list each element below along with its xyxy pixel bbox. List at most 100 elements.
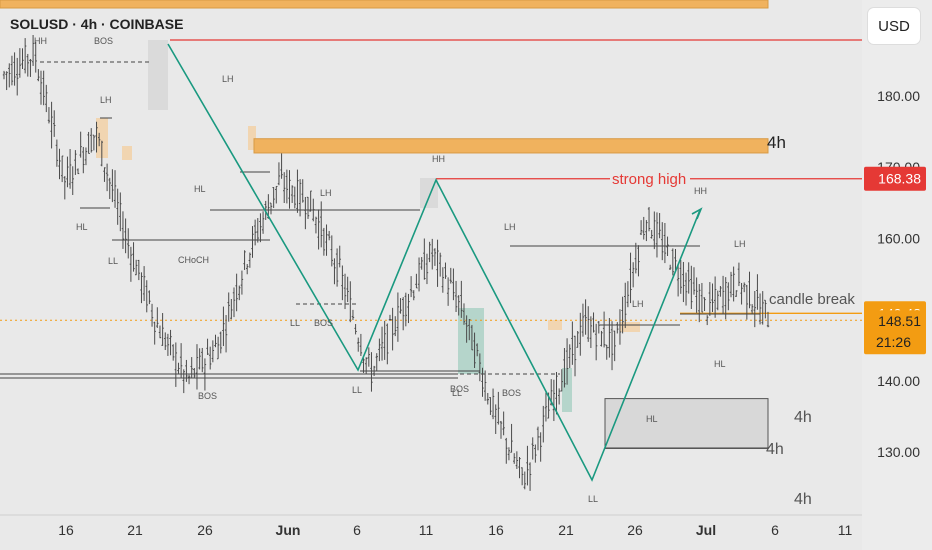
candle	[690, 265, 693, 309]
candle	[468, 319, 471, 341]
candle	[256, 218, 259, 243]
candle	[34, 41, 37, 73]
candle	[507, 447, 511, 461]
candle	[42, 70, 45, 106]
candle	[359, 333, 363, 357]
candle	[409, 276, 413, 298]
currency-button[interactable]: USD	[868, 8, 920, 44]
candle	[8, 63, 11, 88]
candle	[444, 262, 447, 279]
candle	[187, 374, 191, 385]
candle	[23, 38, 27, 74]
candle	[354, 324, 357, 335]
candle	[349, 281, 352, 323]
zigzag-arrowhead	[691, 207, 703, 220]
candle	[26, 53, 29, 77]
candle	[515, 451, 519, 469]
candle-break-label: candle break	[769, 291, 855, 308]
candle	[134, 259, 138, 276]
swing-zigzag[interactable]	[167, 43, 701, 482]
zone-4h-upper[interactable]	[253, 138, 769, 154]
candle	[423, 238, 426, 280]
structure-label: LL	[290, 318, 300, 328]
candle	[45, 84, 48, 113]
candle	[481, 367, 484, 397]
price-tick-label: 160.00	[877, 230, 920, 246]
candle	[148, 290, 151, 305]
candle	[95, 121, 98, 153]
candle	[111, 169, 114, 203]
structure-label: LH	[632, 299, 644, 309]
candle	[428, 241, 431, 263]
candle	[415, 273, 418, 289]
candle	[473, 332, 476, 369]
candle	[581, 303, 585, 337]
candle	[568, 344, 571, 369]
countdown-value: 21:26	[876, 334, 911, 350]
candle	[232, 287, 236, 318]
candle	[544, 392, 548, 422]
candle	[372, 365, 376, 376]
candle	[668, 264, 672, 270]
candle	[663, 223, 667, 264]
candle	[16, 57, 19, 96]
candle	[497, 391, 500, 425]
candle	[446, 277, 450, 306]
candle	[605, 344, 608, 360]
candle	[29, 58, 32, 77]
candle	[539, 432, 542, 462]
highlight-box	[122, 146, 132, 160]
candle	[150, 303, 154, 327]
candle	[483, 370, 487, 401]
candle	[431, 238, 434, 270]
candle	[476, 343, 479, 357]
candle	[343, 273, 347, 310]
candle	[420, 257, 423, 270]
structure-label: BOS	[314, 318, 333, 328]
candle	[327, 230, 331, 241]
candle	[579, 312, 582, 356]
candle	[127, 228, 130, 259]
candle	[618, 309, 622, 345]
candle	[182, 369, 185, 394]
zone-4h-top[interactable]	[0, 0, 769, 9]
candle	[10, 55, 14, 86]
structure-label: LH	[734, 239, 746, 249]
candle	[417, 257, 421, 292]
candle	[105, 163, 109, 192]
timeframe-label: 4h	[767, 133, 786, 152]
candle	[201, 347, 204, 373]
time-tick-label: Jun	[276, 522, 301, 538]
candle	[222, 306, 225, 347]
candle	[84, 147, 88, 166]
candle	[174, 342, 178, 387]
candle	[695, 277, 698, 313]
time-tick-label: 21	[127, 522, 143, 538]
price-tick-label: 180.00	[877, 88, 920, 104]
candle	[756, 274, 759, 310]
candle	[531, 437, 534, 460]
candle	[629, 252, 632, 304]
candle	[37, 69, 40, 82]
candle	[542, 405, 545, 443]
candle	[655, 212, 659, 258]
structure-label: LL	[352, 385, 362, 395]
candle	[565, 338, 569, 385]
candle	[457, 295, 460, 316]
time-tick-label: 21	[558, 522, 574, 538]
candle	[322, 227, 326, 256]
candle	[153, 321, 156, 345]
candle	[602, 311, 606, 348]
candle	[653, 211, 656, 250]
candle	[391, 307, 394, 351]
candle	[637, 245, 640, 277]
candle	[346, 276, 349, 303]
candle	[238, 285, 241, 301]
chart-title: SOLUSD · 4h · COINBASE	[10, 16, 184, 32]
candle	[724, 277, 727, 320]
demand-box[interactable]	[604, 398, 769, 449]
candle	[589, 316, 593, 349]
candle	[306, 196, 310, 219]
current-price-value: 148.51	[878, 313, 921, 329]
